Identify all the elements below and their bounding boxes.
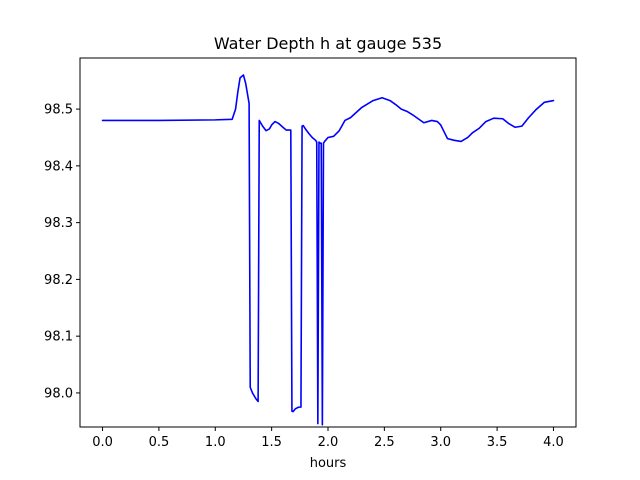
plot-area bbox=[101, 74, 555, 426]
y-tick-label: 98.2 bbox=[44, 273, 73, 288]
x-tick-label: 1.5 bbox=[261, 435, 282, 450]
y-axis-ticks: 98.0 98.1 98.2 98.3 98.4 98.5 bbox=[44, 103, 80, 401]
x-axis-label: hours bbox=[310, 456, 347, 471]
x-tick-label: 3.0 bbox=[430, 435, 451, 450]
x-tick-label: 2.5 bbox=[374, 435, 395, 450]
x-tick-label: 1.0 bbox=[205, 435, 226, 450]
y-tick-label: 98.1 bbox=[44, 330, 73, 345]
chart-title: Water Depth h at gauge 535 bbox=[214, 34, 442, 53]
plot-frame bbox=[79, 57, 577, 428]
y-tick-label: 98.4 bbox=[44, 159, 73, 174]
x-tick-label: 0.5 bbox=[149, 435, 170, 450]
x-tick-label: 2.0 bbox=[318, 435, 339, 450]
x-tick-label: 3.5 bbox=[487, 435, 508, 450]
y-tick-label: 98.0 bbox=[44, 386, 73, 401]
series-line-0 bbox=[101, 74, 555, 426]
y-tick-label: 98.5 bbox=[44, 103, 73, 118]
x-tick-label: 0.0 bbox=[92, 435, 113, 450]
x-axis-ticks: 0.0 0.5 1.0 1.5 2.0 2.5 3.0 3.5 4.0 bbox=[92, 427, 564, 450]
y-tick-label: 98.3 bbox=[44, 216, 73, 231]
x-tick-label: 4.0 bbox=[543, 435, 564, 450]
